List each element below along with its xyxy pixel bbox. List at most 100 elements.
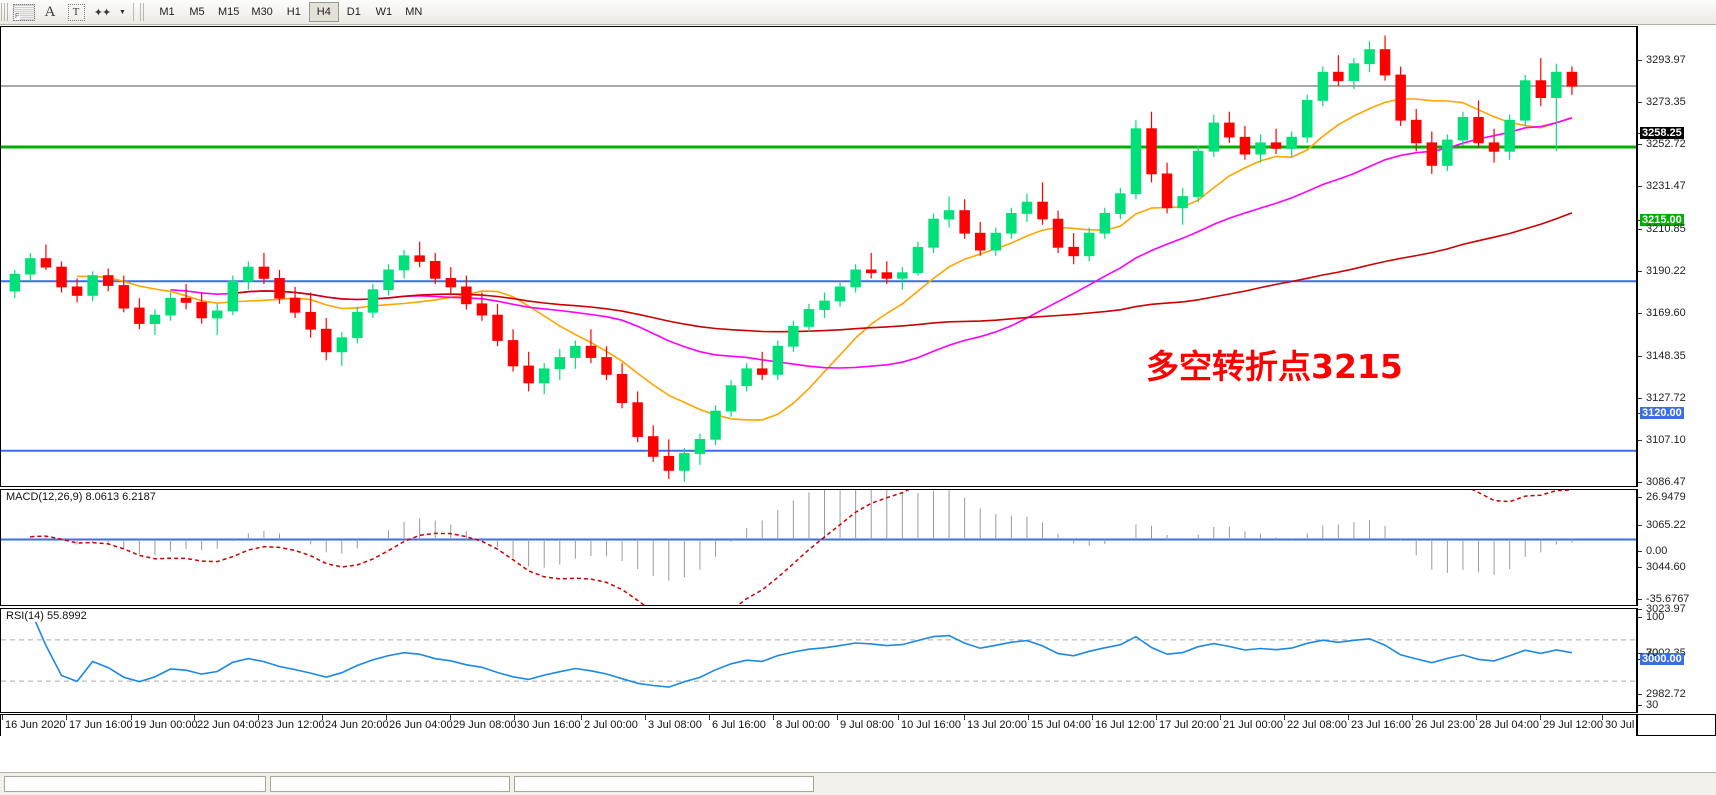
price-tick (1638, 102, 1642, 103)
time-axis-label: 17 Jun 16:00 (69, 719, 133, 731)
candle-body (1473, 117, 1484, 144)
candle-body (788, 325, 799, 347)
candle-body (1411, 119, 1422, 144)
price-chart-pane[interactable] (0, 26, 1637, 487)
time-axis[interactable]: 16 Jun 2020 17 Jun 16:00 19 Jun 00:00 22 Ju… (0, 714, 1665, 736)
time-axis-label: 9 Jul 08:00 (840, 719, 894, 731)
timeframe-h4[interactable]: H4 (308, 2, 339, 22)
main-toolbar: F A T ✦✦ ▼ M1 M5 M15 M30 H1 H4 D1 W1 MN (0, 0, 1716, 25)
candle-body (103, 275, 114, 286)
time-axis-label: 8 Jul 00:00 (776, 719, 830, 731)
macd-axis: 26.9479 0.00 -35.6767 (1637, 489, 1716, 606)
candle-body (710, 410, 721, 440)
status-cell-2[interactable] (270, 776, 510, 792)
time-tick (1476, 715, 1477, 720)
timeframe-m5[interactable]: M5 (189, 6, 205, 18)
price-axis-label: 3215.00 (1640, 214, 1684, 226)
candle-body (1193, 150, 1204, 197)
candle-body (757, 368, 768, 375)
candle-body (1099, 212, 1111, 234)
candle-body (897, 272, 908, 279)
status-cell-1[interactable] (4, 776, 266, 792)
candle-body (492, 314, 503, 341)
candle-body (1130, 128, 1142, 195)
candle-body (912, 246, 924, 274)
time-axis-label: 21 Jul 00:00 (1223, 719, 1283, 731)
timeframe-m1[interactable]: M1 (159, 6, 175, 18)
text-box-icon[interactable]: T (63, 2, 89, 22)
candle-body (1520, 80, 1531, 121)
price-axis-label: 3107.10 (1646, 434, 1686, 446)
candle-body (1364, 49, 1375, 65)
candle-body (741, 368, 752, 387)
rsi-axis-label: 30 (1646, 699, 1659, 711)
price-axis-label: 3258.25 (1640, 127, 1684, 139)
time-axis-label: 26 Jun 04:00 (389, 719, 453, 731)
time-tick (322, 715, 323, 720)
price-axis-label: 3044.60 (1646, 561, 1686, 573)
time-tick (66, 715, 67, 720)
text-label-icon[interactable]: A (44, 3, 56, 20)
timeframe-h1[interactable]: H1 (286, 6, 301, 18)
price-axis-label: 2982.72 (1646, 688, 1686, 700)
crosshair-f-icon[interactable]: F (11, 2, 37, 22)
candle-body (461, 286, 472, 305)
timeframe-d1[interactable]: D1 (346, 6, 361, 18)
macd-tick (1638, 497, 1642, 498)
macd-tick (1638, 551, 1642, 552)
time-axis-label: 13 Jul 20:00 (967, 719, 1027, 731)
time-tick (1540, 715, 1541, 720)
candle-body (866, 269, 877, 274)
time-tick (898, 715, 899, 720)
timeframe-m30[interactable]: M30 (251, 6, 273, 18)
time-tick (773, 715, 774, 720)
candle-body (507, 340, 519, 367)
candle-body (928, 218, 939, 248)
candle-body (1379, 49, 1391, 76)
rsi-pane[interactable] (0, 608, 1637, 713)
timeframe-grip[interactable] (140, 3, 146, 21)
macd-axis-label: 26.9479 (1646, 491, 1686, 503)
candle-body (539, 368, 550, 384)
time-tick (514, 715, 515, 720)
candle-body (990, 232, 1002, 251)
candle-body (1286, 136, 1297, 149)
time-tick (1156, 715, 1157, 720)
time-tick (709, 715, 710, 720)
rsi-line (29, 609, 1573, 688)
price-axis[interactable]: 3293.97 3273.35 3258.25 3252.72 3231.47 3215.… (1637, 26, 1716, 700)
candle-body (694, 438, 706, 454)
candle-body (975, 232, 986, 251)
time-axis-label: 19 Jun 00:00 (134, 719, 198, 731)
candle-body (320, 328, 332, 353)
candle-body (414, 255, 425, 262)
candle-body (834, 286, 846, 302)
price-tick (1638, 567, 1642, 568)
toolbar-grip[interactable] (1, 3, 9, 21)
candle-body (336, 337, 348, 353)
candle-body (1535, 80, 1547, 99)
macd-label: MACD(12,26,9) 8.0613 6.2187 (4, 491, 158, 503)
price-axis-label: 3000.00 (1640, 653, 1684, 665)
objects-icon[interactable]: ✦✦ (93, 6, 111, 19)
candle-body (9, 273, 21, 292)
timeframe-w1[interactable]: W1 (375, 6, 393, 18)
status-cell-3[interactable] (514, 776, 814, 792)
candle-body (1224, 122, 1235, 138)
dropdown-arrow-icon[interactable]: ▼ (119, 8, 126, 16)
time-axis-corner (1637, 714, 1716, 736)
candle-body (1551, 71, 1562, 99)
candle-body (1255, 142, 1266, 155)
toolbar-separator (133, 3, 134, 21)
timeframe-m15[interactable]: M15 (218, 6, 240, 18)
price-tick (1638, 609, 1642, 610)
candle-body (289, 297, 301, 313)
price-axis-label: 3169.60 (1646, 307, 1686, 319)
candle-body (227, 280, 239, 312)
candle-body (663, 455, 675, 471)
timeframe-mn[interactable]: MN (405, 6, 423, 18)
macd-axis-label: -35.6767 (1646, 593, 1690, 605)
time-tick (386, 715, 387, 720)
macd-pane[interactable] (0, 489, 1637, 606)
